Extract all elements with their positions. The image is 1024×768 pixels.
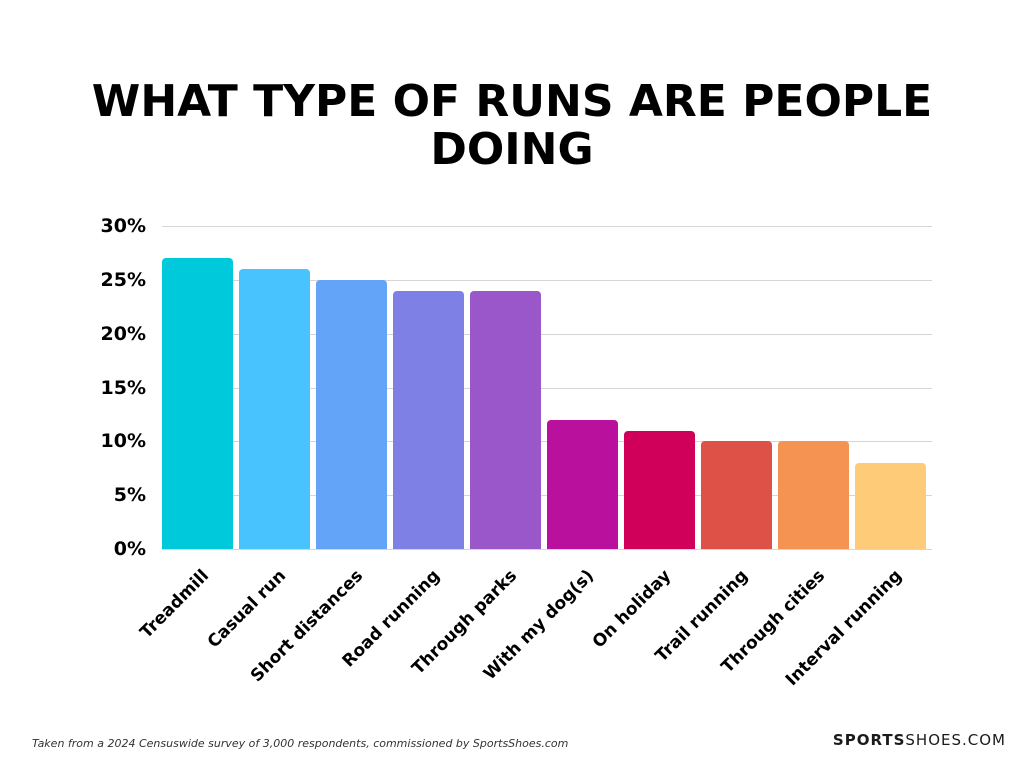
- bar: [470, 290, 541, 549]
- brand-bold: SPORTS: [832, 731, 906, 749]
- source-footnote: Taken from a 2024 Censuswide survey of 3…: [32, 737, 569, 750]
- plot-area: [162, 226, 932, 550]
- gridline: [162, 226, 932, 227]
- gridline: [162, 387, 932, 389]
- brand-light: SHOES.COM: [905, 731, 1006, 749]
- gridline: [162, 279, 932, 281]
- bar: [393, 290, 464, 549]
- chart-title: WHAT TYPE OF RUNS ARE PEOPLE DOING: [0, 78, 1024, 174]
- y-tick-label: 20%: [100, 322, 146, 345]
- y-tick-label: 30%: [100, 215, 146, 237]
- y-tick-label: 0%: [113, 538, 146, 560]
- chart-title-line-1: WHAT TYPE OF RUNS ARE PEOPLE: [91, 76, 933, 127]
- gridline: [162, 333, 932, 335]
- bar: [239, 269, 310, 549]
- bar: [316, 279, 387, 549]
- y-tick-label: 10%: [100, 430, 146, 453]
- bar: [701, 441, 772, 549]
- bar: [162, 258, 233, 549]
- brand-logo: SPORTSSHOES.COM: [833, 731, 1006, 749]
- y-tick-label: 15%: [100, 376, 146, 399]
- y-tick-label: 5%: [113, 484, 146, 507]
- bar: [778, 441, 849, 549]
- bar: [855, 462, 926, 549]
- bar: [547, 419, 618, 549]
- gridline: [162, 549, 932, 550]
- y-tick-label: 25%: [100, 268, 146, 291]
- bar: [624, 430, 695, 549]
- chart-title-line-2: DOING: [430, 124, 594, 175]
